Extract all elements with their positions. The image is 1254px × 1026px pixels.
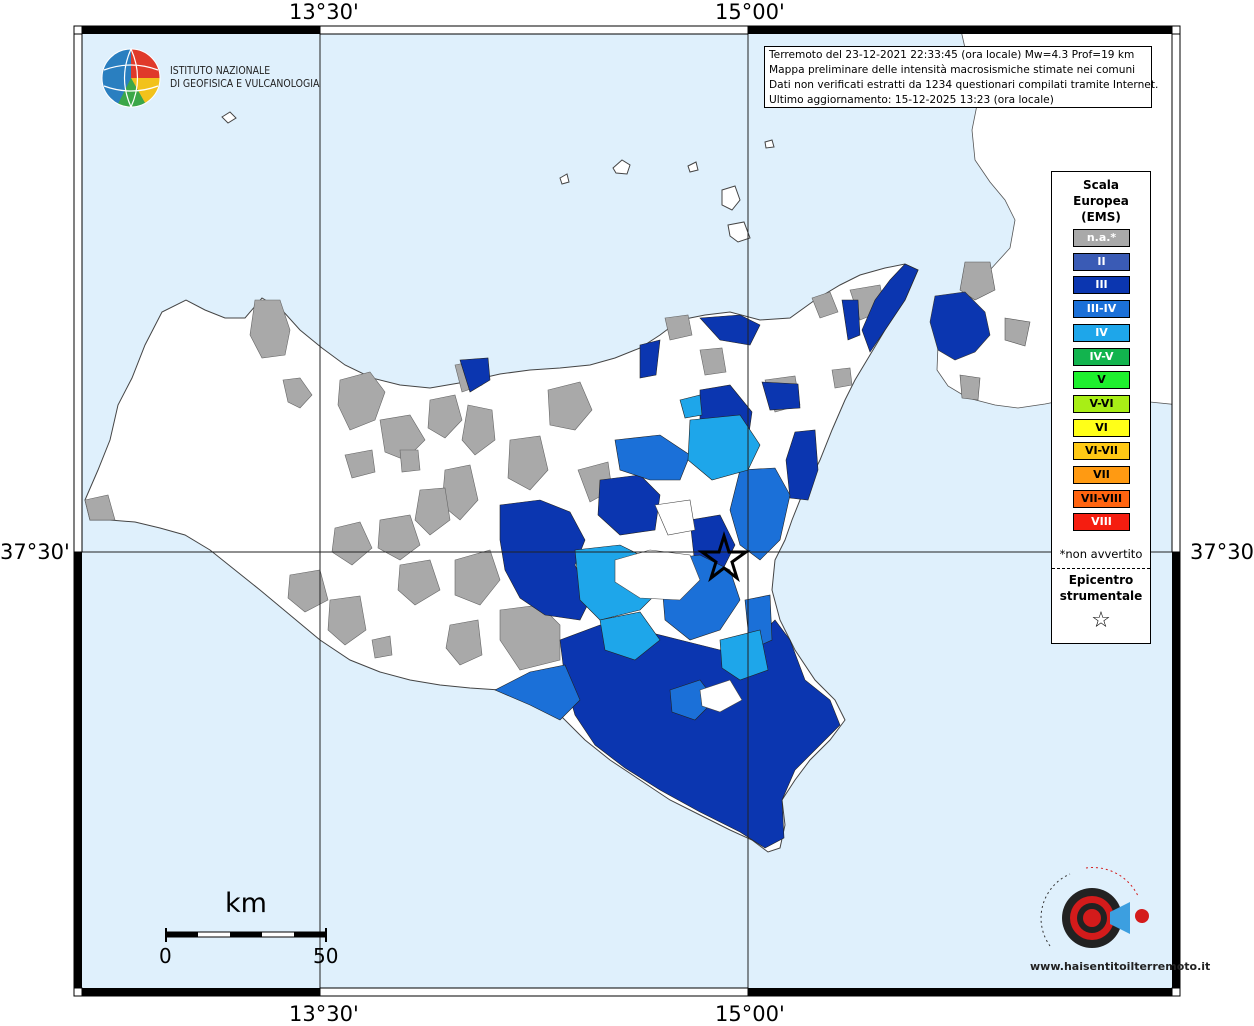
event-info-box: Terremoto del 23-12-2021 22:33:45 (ora l… (764, 46, 1159, 108)
event-info-line2: Mappa preliminare delle intensità macros… (769, 64, 1136, 76)
ingv-logo-icon (101, 48, 161, 108)
scale-unit: km (225, 888, 267, 919)
calabria-gray-3 (959, 374, 981, 401)
intensity-legend: Scala Europea (EMS) n.a.* II III III-IV IV IV… (1051, 171, 1151, 644)
top-lon-label-2: 15°00' (715, 0, 785, 24)
island-4 (721, 185, 741, 211)
legend-item: VIII (1073, 513, 1130, 532)
event-info-line1: Terremoto del 23-12-2021 22:33:45 (ora l… (769, 49, 1135, 61)
unrated-area-3 (654, 499, 696, 536)
calabria-blue (929, 291, 991, 361)
scale-start: 0 (159, 944, 172, 968)
unrated-area-2 (699, 679, 743, 713)
hsit-logo-icon (1040, 867, 1149, 948)
legend-item: n.a.* (1073, 229, 1130, 247)
legend-not-felt-note: *non avvertito (1059, 547, 1143, 561)
legend-separator (1052, 568, 1150, 569)
legend-star-icon: ☆ (1091, 608, 1111, 633)
legend-epicenter-label: Epicentro strumentale (1052, 572, 1150, 604)
right-lat-label: 37°30' (1190, 540, 1254, 564)
graticule (74, 26, 1180, 996)
legend-item: VII (1073, 466, 1130, 484)
legend-epicenter-line1: Epicentro (1068, 573, 1134, 587)
scale-bar (165, 928, 327, 942)
legend-item: V-VI (1073, 394, 1130, 413)
legend-item: III-IV (1073, 300, 1130, 319)
bottom-lon-label-2: 15°00' (715, 1002, 785, 1026)
island-ustica (221, 111, 237, 124)
legend-item: II (1073, 252, 1130, 271)
calabria-gray-1 (959, 261, 996, 301)
legend-title-line2: Europea (1073, 194, 1129, 208)
island-1 (559, 173, 570, 185)
legend-item: VI (1073, 418, 1130, 437)
map-frame (73, 25, 1181, 997)
legend-item: V (1073, 371, 1130, 390)
legend-item: VII-VIII (1073, 489, 1130, 508)
event-info-line4: Ultimo aggiornamento: 15-12-2025 13:23 (… (769, 94, 1054, 106)
island-6 (764, 139, 775, 149)
island-3 (687, 161, 699, 173)
island-2 (612, 159, 631, 175)
bottom-lon-label-1: 13°30' (289, 1002, 359, 1026)
legend-item: III (1073, 276, 1130, 295)
scale-end: 50 (313, 944, 339, 968)
legend-item: VI-VII (1073, 442, 1130, 461)
left-lat-label: 37°30' (0, 540, 70, 564)
legend-title-line1: Scala (1082, 178, 1120, 192)
event-info-line3: Dati non verificati estratti da 1234 que… (769, 79, 1159, 91)
epicenter-star (697, 530, 751, 583)
ingv-name-line1: ISTITUTO NAZIONALE (170, 64, 271, 77)
island-5 (727, 221, 751, 243)
ingv-name-line2: DI GEOFISICA E VULCANOLOGIA (170, 77, 320, 90)
legend-epicenter-line2: strumentale (1059, 589, 1143, 603)
legend-title: Scala Europea (EMS) (1052, 177, 1150, 225)
intensity-III-areas (459, 263, 919, 849)
calabria-gray-2 (1004, 317, 1031, 347)
not-felt-areas (84, 284, 886, 671)
top-lon-label-1: 13°30' (289, 0, 359, 24)
legend-item: IV-V (1073, 347, 1130, 366)
legend-title-line3: (EMS) (1081, 210, 1121, 224)
hsit-logo: www.haisentitoilterremoto.it (1030, 856, 1211, 976)
hsit-logo-text: www.haisentitoilterremoto.it (1030, 960, 1211, 973)
ingv-name: ISTITUTO NAZIONALE DI GEOFISICA E VULCAN… (170, 64, 319, 90)
unrated-area (614, 549, 701, 601)
legend-item: IV (1073, 323, 1130, 342)
